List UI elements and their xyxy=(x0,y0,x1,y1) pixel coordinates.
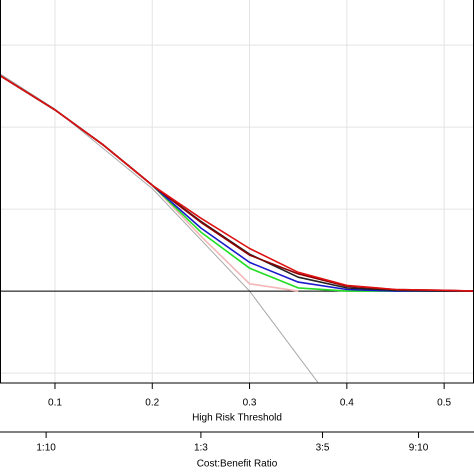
series-line xyxy=(0,74,474,292)
x2-tick-label: 9:10 xyxy=(409,443,429,454)
series-line xyxy=(0,74,474,292)
x-tick-label: 0.3 xyxy=(243,398,257,409)
x2-tick-label: 1:3 xyxy=(194,443,208,454)
x2-tick-label: 3:5 xyxy=(316,443,330,454)
x-tick-label: 0.2 xyxy=(145,398,159,409)
x-tick-label: 0.4 xyxy=(340,398,354,409)
x-tick-label: 0.5 xyxy=(437,398,451,409)
series-line xyxy=(0,73,319,383)
x2-tick-label: 1:10 xyxy=(36,443,56,454)
plot-border xyxy=(0,0,474,384)
x2-axis-title: Cost:Benefit Ratio xyxy=(197,459,278,470)
x-axis-title: High Risk Threshold xyxy=(192,413,282,424)
x-tick-label: 0.1 xyxy=(48,398,62,409)
